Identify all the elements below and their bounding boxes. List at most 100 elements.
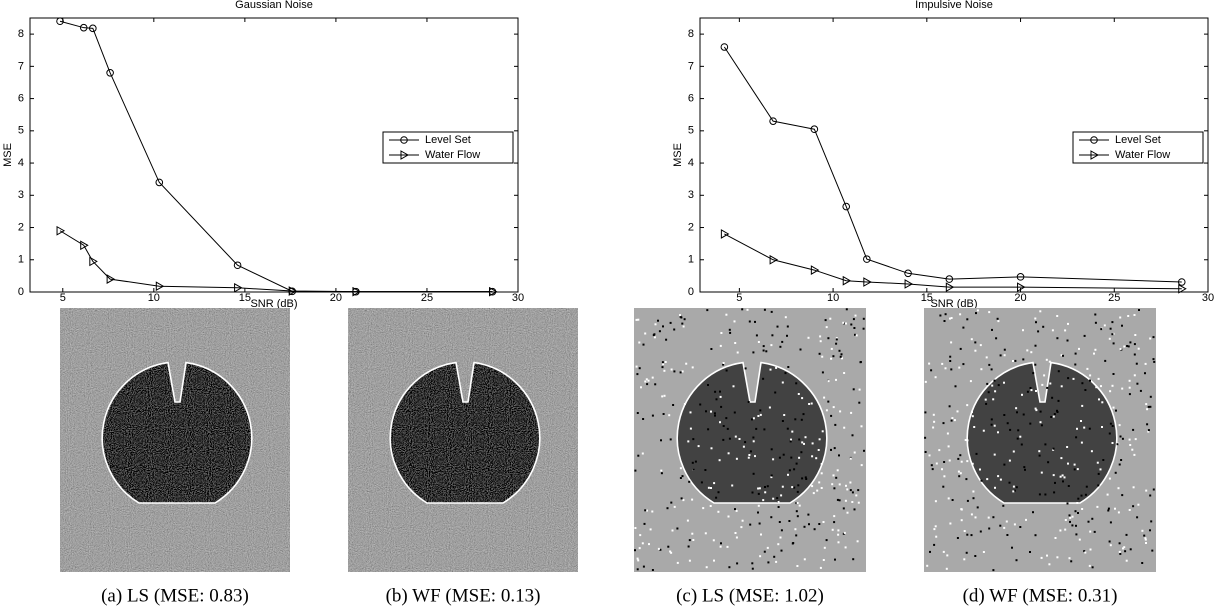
- noise-pixel: [1056, 556, 1058, 558]
- noise-pixel: [637, 558, 639, 560]
- noise-pixel: [787, 428, 789, 430]
- noise-pixel: [933, 414, 935, 416]
- noise-pixel: [991, 329, 993, 331]
- noise-pixel: [967, 439, 969, 441]
- noise-pixel: [634, 527, 636, 529]
- noise-pixel: [939, 315, 941, 317]
- noise-pixel: [787, 474, 789, 476]
- noise-pixel: [830, 358, 832, 360]
- noise-pixel: [684, 403, 686, 405]
- noise-pixel: [1144, 372, 1146, 374]
- noise-pixel: [1112, 385, 1114, 387]
- noise-pixel: [963, 558, 965, 560]
- noise-pixel: [1123, 546, 1125, 548]
- noise-pixel: [771, 334, 773, 336]
- noise-pixel: [1138, 348, 1140, 350]
- y-tick-label: 2: [688, 221, 694, 233]
- noise-pixel: [1134, 343, 1136, 345]
- noise-pixel: [1129, 380, 1131, 382]
- noise-pixel: [1069, 557, 1071, 559]
- noise-pixel: [841, 353, 843, 355]
- noise-pixel: [733, 385, 735, 387]
- noise-pixel: [1110, 423, 1112, 425]
- noise-pixel: [773, 556, 775, 558]
- noise-pixel: [947, 433, 949, 435]
- x-tick-label: 30: [1202, 292, 1214, 304]
- noise-pixel: [794, 528, 796, 530]
- noise-pixel: [1075, 510, 1077, 512]
- noise-pixel: [808, 337, 810, 339]
- noise-pixel: [1074, 464, 1076, 466]
- caption: (b) WF (MSE: 0.13): [386, 585, 541, 606]
- noise-pixel: [644, 509, 646, 511]
- noise-pixel: [698, 445, 700, 447]
- noise-pixel: [966, 318, 968, 320]
- noise-pixel: [1049, 383, 1051, 385]
- noise-pixel: [805, 436, 807, 438]
- noise-pixel: [791, 486, 793, 488]
- noise-pixel: [837, 469, 839, 471]
- noise-pixel: [683, 326, 685, 328]
- noise-pixel: [677, 562, 679, 564]
- noise-pixel: [1111, 321, 1113, 323]
- noise-pixel: [1035, 321, 1037, 323]
- noise-pixel: [1013, 486, 1015, 488]
- noise-pixel: [751, 418, 753, 420]
- noise-pixel: [1000, 479, 1002, 481]
- noise-pixel: [1107, 494, 1109, 496]
- noise-pixel: [720, 396, 722, 398]
- noise-pixel: [777, 326, 779, 328]
- y-axis-label: MSE: [672, 143, 684, 167]
- noise-pixel: [975, 516, 977, 518]
- noise-pixel: [835, 343, 837, 345]
- noise-pixel: [972, 491, 974, 493]
- noise-pixel: [852, 558, 854, 560]
- noise-pixel: [788, 520, 790, 522]
- noise-pixel: [1129, 444, 1131, 446]
- noise-pixel: [816, 490, 818, 492]
- noise-pixel: [745, 367, 747, 369]
- noise-pixel: [1127, 315, 1129, 317]
- noise-pixel: [1069, 517, 1071, 519]
- noise-pixel: [1098, 378, 1100, 380]
- noise-pixel: [1058, 400, 1060, 402]
- noise-pixel: [952, 499, 954, 501]
- noise-pixel: [971, 513, 973, 515]
- noise-pixel: [662, 366, 664, 368]
- noise-pixel: [1128, 345, 1130, 347]
- noise-pixel: [999, 525, 1001, 527]
- noise-pixel: [825, 319, 827, 321]
- noise-pixel: [751, 562, 753, 564]
- noise-pixel: [640, 386, 642, 388]
- x-tick-label: 25: [421, 292, 433, 304]
- noise-pixel: [962, 327, 964, 329]
- figure: Gaussian NoiseSNR (dB)MSE012345678510152…: [0, 0, 1224, 614]
- noise-pixel: [1009, 429, 1011, 431]
- noise-pixel: [1040, 411, 1042, 413]
- noise-pixel: [994, 380, 996, 382]
- noise-pixel: [771, 311, 773, 313]
- noise-pixel: [1071, 524, 1073, 526]
- noise-pixel: [830, 449, 832, 451]
- noise-pixel: [757, 415, 759, 417]
- noise-pixel: [970, 380, 972, 382]
- noise-pixel: [1136, 516, 1138, 518]
- noise-pixel: [1131, 449, 1133, 451]
- noise-pixel: [935, 536, 937, 538]
- noise-pixel: [1003, 414, 1005, 416]
- noise-pixel: [1094, 349, 1096, 351]
- noise-pixel: [954, 419, 956, 421]
- caption: (c) LS (MSE: 1.02): [676, 585, 824, 606]
- noise-pixel: [1136, 383, 1138, 385]
- noise-pixel: [822, 430, 824, 432]
- noise-pixel: [691, 533, 693, 535]
- noise-pixel: [821, 356, 823, 358]
- noise-pixel: [637, 559, 639, 561]
- noise-pixel: [692, 438, 694, 440]
- noise-pixel: [1141, 530, 1143, 532]
- noise-pixel: [924, 411, 926, 413]
- noise-pixel: [957, 537, 959, 539]
- noise-pixel: [818, 449, 820, 451]
- noise-pixel: [1109, 433, 1111, 435]
- noise-pixel: [1032, 511, 1034, 513]
